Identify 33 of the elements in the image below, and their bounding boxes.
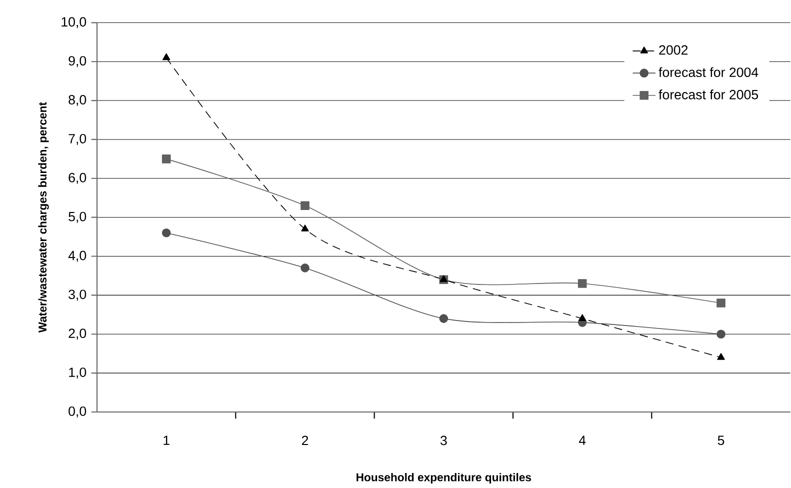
point: [162, 53, 170, 60]
point: [301, 224, 309, 232]
point: [162, 228, 171, 238]
x-tick-label: 5: [718, 436, 724, 446]
point: [300, 201, 310, 210]
point: [716, 298, 726, 308]
y-tick-label: 1,0: [69, 368, 86, 379]
point: [439, 314, 448, 323]
x-tick-label: 4: [578, 436, 586, 445]
y-tick-label: 4,0: [68, 250, 86, 262]
y-tick-label: 3,0: [68, 290, 86, 301]
x-tick-label: 2: [302, 436, 308, 446]
y-tick-label: 5,0: [68, 212, 86, 223]
point: [578, 279, 587, 288]
point: [300, 264, 310, 272]
y-tick-label: 8,0: [68, 95, 86, 106]
point: [716, 330, 726, 339]
x-tick-label: 1: [164, 436, 170, 445]
point: [162, 154, 171, 164]
y-tick-label: 0,0: [68, 406, 86, 418]
y-tick-label: 2,0: [68, 328, 86, 340]
y-tick-label: 6,0: [68, 172, 86, 184]
x-tick-label: 3: [440, 436, 447, 446]
y-tick-label: 10,0: [62, 17, 86, 28]
legend-label: 2002: [659, 45, 688, 55]
x-axis-title: Household expenditure quintiles: [356, 472, 532, 484]
y-tick-label: 7,0: [68, 134, 86, 145]
legend-label: forecast for 2004: [658, 67, 758, 78]
y-axis-title: Water/wastewater charges burden, percent: [38, 102, 49, 333]
y-tick-label: 9,0: [68, 56, 86, 68]
point: [717, 353, 725, 360]
point: [578, 314, 586, 321]
legend-label: forecast for 2005: [658, 90, 758, 100]
